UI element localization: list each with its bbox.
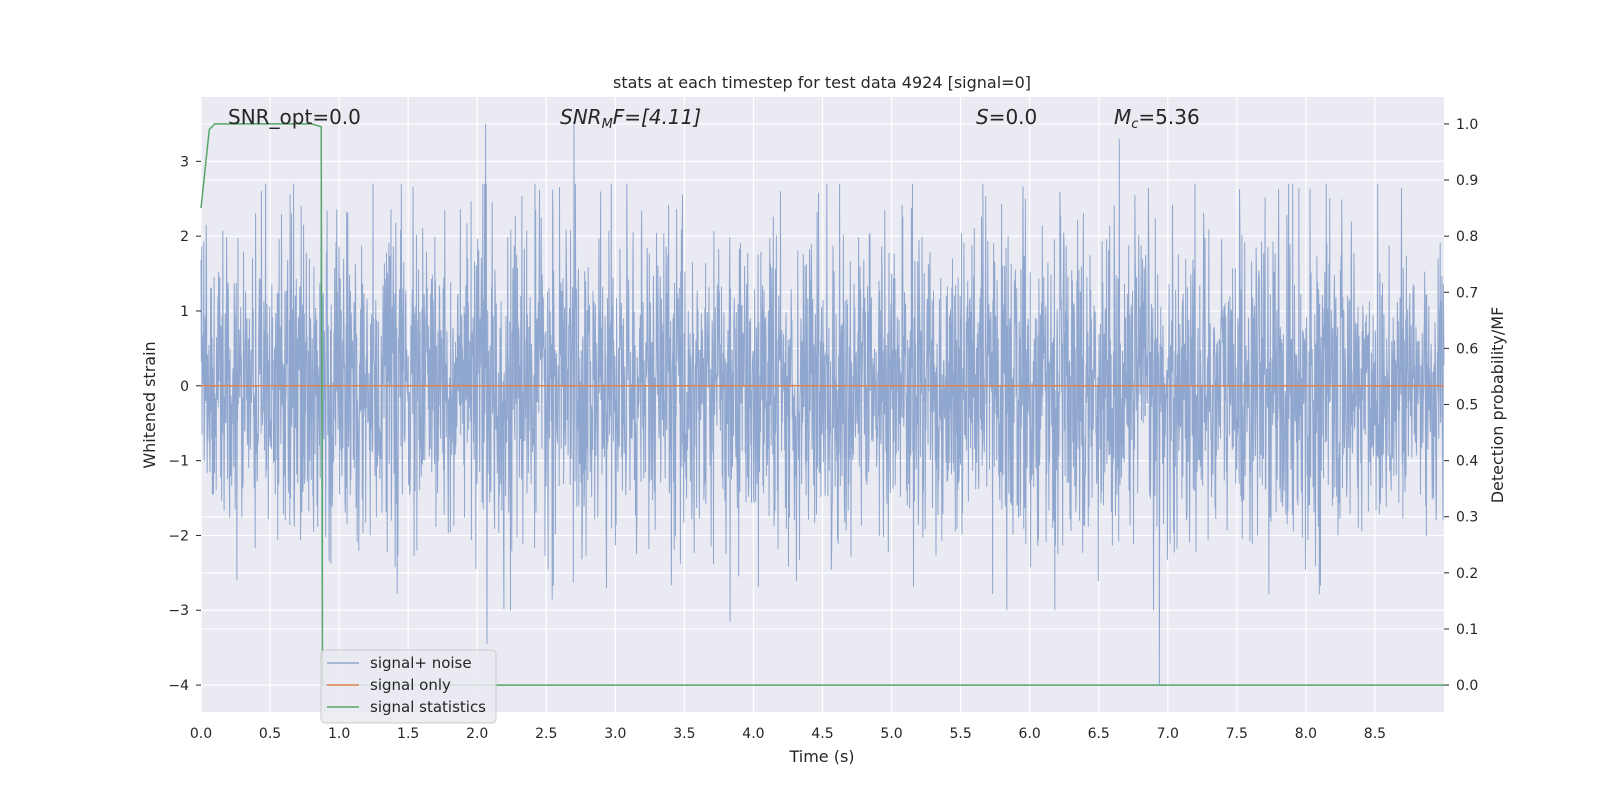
x-tick-label: 2.5 — [535, 726, 557, 742]
legend-label-signal-only: signal only — [370, 676, 451, 694]
x-tick-label: 2.0 — [466, 726, 488, 742]
annotation-s-symbol: S — [976, 105, 989, 129]
legend-label-signal-statistics: signal statistics — [370, 698, 486, 716]
y-axis-label-left: Whitened strain — [140, 341, 159, 468]
left-tick-label: 1 — [180, 304, 189, 320]
chart-title: stats at each timestep for test data 492… — [613, 73, 1031, 92]
left-tick-label: 0 — [180, 379, 189, 395]
x-tick-label: 6.5 — [1088, 726, 1110, 742]
x-axis-label: Time (s) — [788, 747, 854, 766]
series-signal-noise — [200, 123, 1445, 686]
legend: signal+ noise signal only signal statist… — [320, 649, 497, 724]
x-tick-label: 3.0 — [604, 726, 626, 742]
x-tick-label: 8.0 — [1295, 726, 1317, 742]
y-axis-label-right: Detection probability/MF — [1488, 307, 1507, 504]
x-tick-label: 7.5 — [1226, 726, 1248, 742]
x-tick-label: 5.0 — [880, 726, 902, 742]
x-tick-label: 4.5 — [811, 726, 833, 742]
right-tick-label: 0.2 — [1456, 566, 1478, 582]
x-tick-labels: 0.0 0.5 1.0 1.5 2.0 2.5 3.0 3.5 4.0 4.5 5.0 5.5 6.0 6… — [190, 726, 1386, 742]
left-tick-label: 2 — [180, 229, 189, 245]
x-tick-label: 4.0 — [742, 726, 764, 742]
right-tick-label: 1.0 — [1456, 117, 1478, 133]
legend-label-signal-noise: signal+ noise — [370, 654, 472, 672]
right-tick-label: 0.8 — [1456, 229, 1478, 245]
left-tick-label: −4 — [168, 678, 189, 694]
annotation-snr-mf-value: F=[4.11] — [613, 105, 701, 129]
annotation-mc-symbol: M — [1114, 105, 1131, 129]
annotation-s: S=0.0 — [976, 105, 1037, 129]
right-tick-label: 0.5 — [1456, 398, 1478, 414]
annotation-s-value: =0.0 — [989, 105, 1038, 129]
annotation-snr-opt: SNR_opt=0.0 — [228, 105, 361, 129]
legend-box — [320, 649, 497, 724]
annotation-snr-mf-sub: M — [602, 117, 613, 132]
left-tick-label: 3 — [180, 154, 189, 170]
annotation-mc-sub: c — [1131, 117, 1138, 132]
right-tick-label: 0.3 — [1456, 510, 1478, 526]
right-tick-label: 0.9 — [1456, 173, 1478, 189]
left-tick-label: −2 — [168, 528, 189, 544]
left-tick-labels: 3 2 1 0 −1 −2 −3 −4 — [168, 154, 201, 694]
right-tick-label: 0.1 — [1456, 622, 1478, 638]
x-tick-label: 1.0 — [328, 726, 350, 742]
right-tick-label: 0.0 — [1456, 678, 1478, 694]
left-tick-label: −1 — [168, 454, 189, 470]
left-tick-label: −3 — [168, 603, 189, 619]
x-tick-label: 6.0 — [1019, 726, 1041, 742]
annotation-mc-value: =5.36 — [1138, 105, 1199, 129]
x-tick-label: 1.5 — [397, 726, 419, 742]
annotation-snr-mf-main: SNR — [560, 105, 602, 129]
annotation-mc: Mc=5.36 — [1114, 105, 1200, 132]
annotation-snr-mf: SNRMF=[4.11] — [560, 105, 701, 132]
x-tick-label: 7.0 — [1157, 726, 1179, 742]
right-tick-label: 0.4 — [1456, 454, 1478, 470]
x-tick-label: 3.5 — [673, 726, 695, 742]
x-tick-label: 0.0 — [190, 726, 212, 742]
right-tick-labels: 1.0 0.9 0.8 0.7 0.6 0.5 0.4 0.3 0.2 0.1 0.0 — [1444, 117, 1478, 694]
x-tick-label: 0.5 — [259, 726, 281, 742]
right-tick-label: 0.7 — [1456, 285, 1478, 301]
x-tick-label: 8.5 — [1364, 726, 1386, 742]
right-tick-label: 0.6 — [1456, 341, 1478, 357]
x-tick-label: 5.5 — [949, 726, 971, 742]
